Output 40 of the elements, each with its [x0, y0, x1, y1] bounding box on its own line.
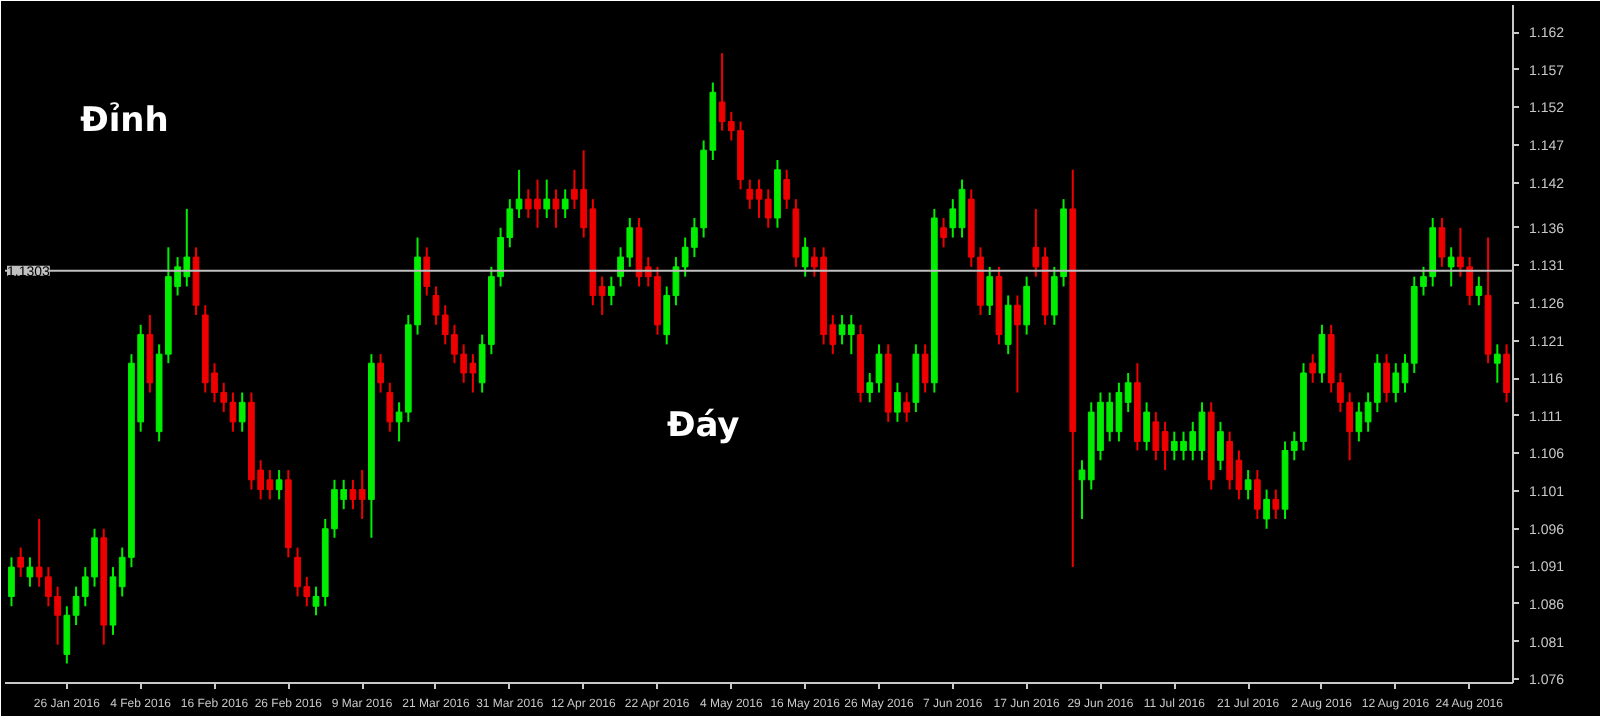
candlestick [386, 381, 394, 433]
candlestick [17, 546, 25, 578]
candlestick [921, 343, 929, 394]
candlestick [1503, 343, 1510, 404]
candlestick [552, 188, 560, 229]
candlestick [1475, 275, 1483, 307]
candlestick [1023, 275, 1030, 336]
candlestick [1263, 488, 1270, 530]
candlestick [1309, 353, 1317, 384]
candlestick [1493, 343, 1501, 384]
candlestick [1438, 216, 1446, 268]
annotation: Đáy [666, 405, 740, 446]
candlestick [1254, 469, 1261, 520]
candlestick [801, 236, 809, 278]
candlestick [1143, 401, 1150, 452]
candlestick [377, 353, 384, 394]
candlestick [1014, 294, 1021, 394]
candlestick [783, 168, 791, 210]
candlestick [607, 275, 615, 307]
candlestick [847, 314, 855, 356]
candlestick [1244, 469, 1252, 501]
candlestick [423, 246, 431, 297]
candlestick [1226, 430, 1234, 491]
candlestick [1004, 294, 1012, 356]
candlestick [1447, 246, 1455, 288]
candlestick [238, 391, 246, 433]
candlestick [26, 556, 34, 588]
candlestick [986, 265, 994, 317]
candlestick [1383, 353, 1390, 404]
candlestick [1217, 420, 1224, 472]
candlestick [940, 216, 947, 249]
candlestick [894, 381, 901, 423]
candlestick [275, 469, 283, 501]
candlestick [1318, 323, 1326, 384]
candlestick [1272, 488, 1280, 520]
annotation: Đỉnh [80, 100, 169, 141]
candlestick [903, 391, 911, 423]
candlestick [561, 188, 569, 219]
candlestick [8, 556, 15, 608]
candlestick [543, 178, 551, 219]
